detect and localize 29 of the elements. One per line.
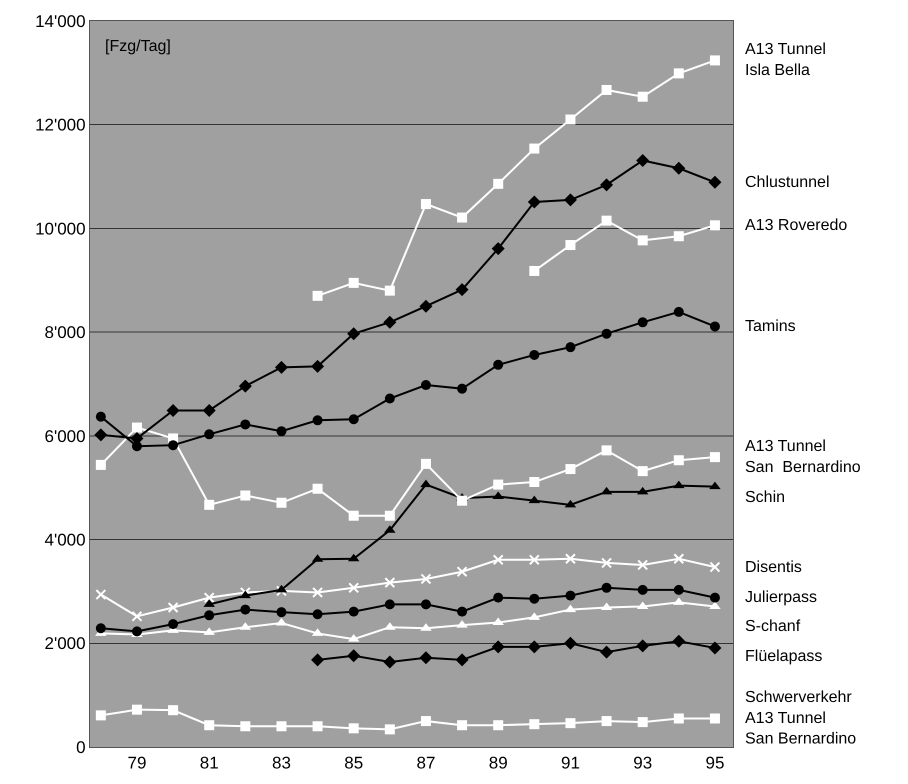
x-tick-label: 83 [272, 753, 291, 772]
y-tick-label: 4'000 [44, 530, 86, 550]
series-label: Chlustunnel [745, 174, 830, 191]
series-label: Tamins [745, 318, 796, 335]
x-tick-label: 93 [633, 753, 652, 772]
series-label: A13 Tunnel Isla Bella [745, 41, 826, 79]
x-tick-label: 85 [344, 753, 364, 772]
y-tick-label: 10'000 [35, 219, 86, 238]
y-tick-label: 6'000 [44, 426, 86, 446]
x-tick-label: 87 [416, 753, 436, 772]
y-tick-label: 14'000 [35, 12, 86, 31]
series-label: Flüelapass [745, 648, 822, 665]
x-tick-label: 89 [488, 753, 508, 772]
annotation: [Fzg/Tag] [105, 38, 171, 55]
y-tick-label: 8'000 [44, 323, 86, 342]
series-label: A13 Tunnel San Bernardino [745, 438, 861, 476]
x-tick-label: 81 [200, 753, 219, 772]
series-label: S-chanf [745, 618, 801, 635]
y-tick-label: 2'000 [44, 634, 86, 654]
series-label: A13 Roveredo [745, 217, 848, 234]
series-label: Schin [745, 489, 786, 506]
series-label: Julierpass [745, 589, 818, 606]
series-label: Disentis [745, 559, 802, 576]
x-tick-label: 91 [560, 753, 580, 772]
x-tick-label: 95 [705, 753, 724, 772]
series-label: Schwerverkehr A13 Tunnel San Bernardino [745, 689, 856, 748]
y-tick-label: 12'000 [35, 116, 86, 135]
y-tick-label: 0 [76, 738, 86, 757]
x-tick-label: 79 [128, 753, 146, 772]
